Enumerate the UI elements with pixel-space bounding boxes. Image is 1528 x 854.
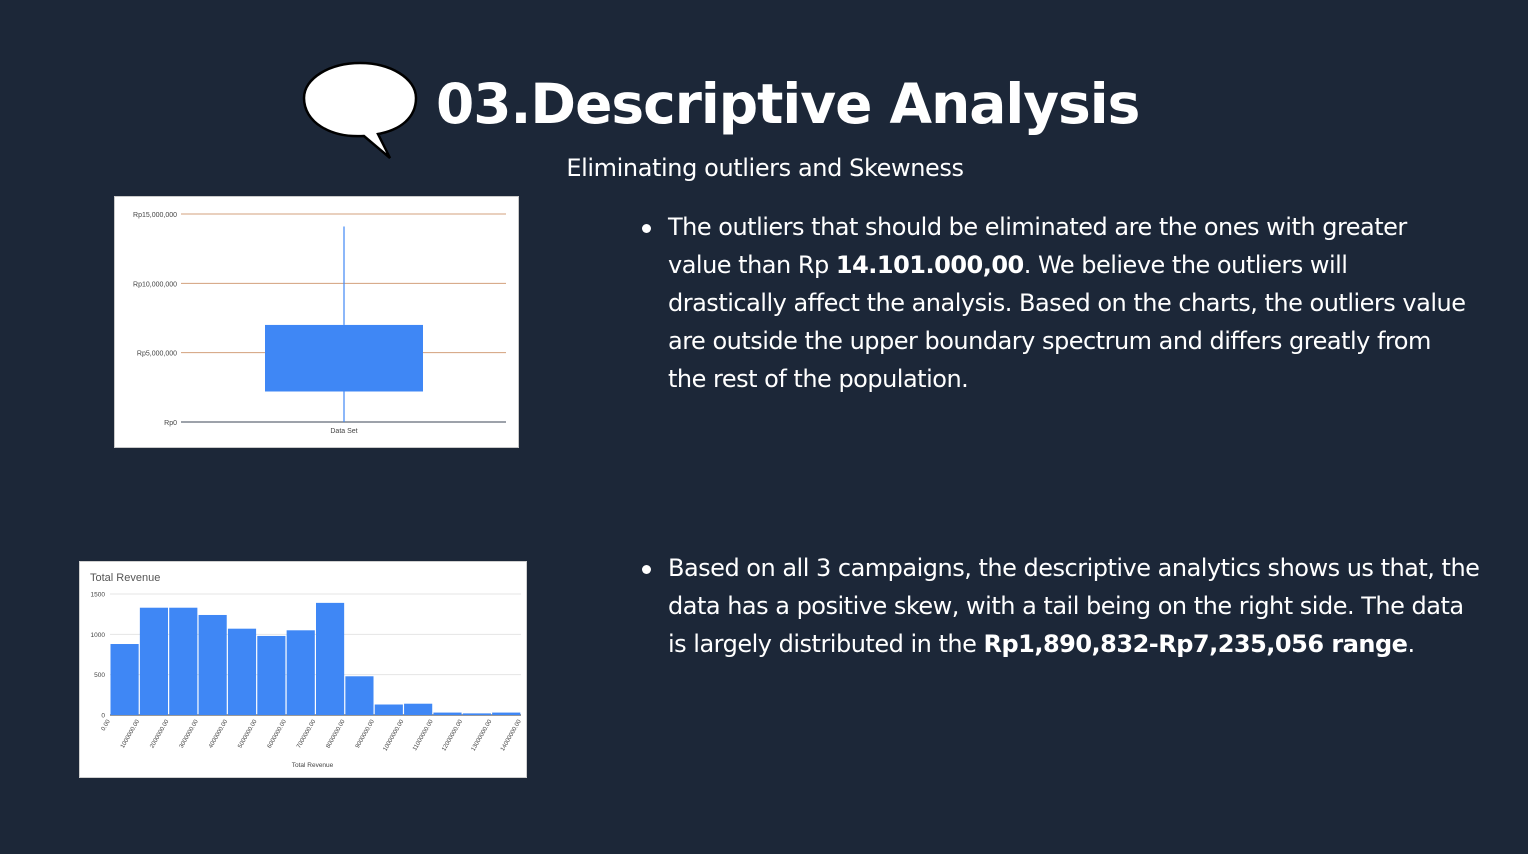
bullet-highlight-range: Rp1,890,832-Rp7,235,056 range [983,630,1408,658]
x-tick-label: 7000000.00 [296,718,317,749]
y-tick-label: 0 [101,713,105,720]
bullet-item-skewness: Based on all 3 campaigns, the descriptiv… [638,549,1488,663]
histogram-bar [198,614,227,715]
histogram-chart: Total Revenue 0 500 1000 1500 0.00 1000000.00 2… [90,572,523,769]
histogram-bar [433,712,462,715]
x-tick-label: 14000000.00 [500,718,523,752]
x-tick-label: Data Set [330,428,357,435]
bullet-highlight-value: 14.101.000,00 [835,251,1024,279]
x-tick-label: 10000000.00 [383,718,406,752]
bullet-text: . We believe the outliers will drastical… [668,251,1466,393]
x-axis-label: Total Revenue [292,762,334,769]
histogram-bar [227,628,257,715]
histogram-bar [316,602,345,715]
bullet-list-skewness: Based on all 3 campaigns, the descriptiv… [638,549,1488,663]
histogram-bar [404,703,433,715]
box-iqr [265,324,423,392]
x-tick-label: 6000000.00 [267,718,288,749]
box-plot-chart: Rp0 Rp5,000,000 Rp10,000,000 Rp15,000,000 Da… [133,212,506,435]
histogram-bar [345,676,374,715]
bullet-list-outliers: The outliers that should be eliminated a… [638,208,1468,398]
x-tick-label: 3000000.00 [179,718,200,749]
x-tick-label: 5000000.00 [237,718,258,749]
x-tick-label: 8000000.00 [326,718,347,749]
bullet-text: Based on all 3 campaigns, the descriptiv… [668,554,1480,658]
page-title: 03.Descriptive Analysis [436,72,1140,136]
y-tick-label: 500 [94,672,105,679]
box-plot-panel: Rp0 Rp5,000,000 Rp10,000,000 Rp15,000,000 Da… [114,196,519,448]
x-tick-label: 0.00 [101,718,112,732]
histogram-panel: Total Revenue 0 500 1000 1500 0.00 1000000.00 2… [79,561,527,778]
speech-bubble-icon [302,61,418,159]
x-tick-label: 12000000.00 [441,718,464,752]
histogram-bar [169,607,198,715]
chart-title: Total Revenue [90,572,160,584]
bullet-item-outliers: The outliers that should be eliminated a… [638,208,1468,398]
x-tick-label: 11000000.00 [412,718,435,752]
bullet-text: The outliers that should be eliminated a… [668,213,1407,279]
y-tick-label: Rp15,000,000 [133,212,177,219]
bullet-text: . [1407,630,1415,658]
x-tick-label: 2000000.00 [149,718,170,749]
x-tick-label: 1000000.00 [120,718,141,749]
x-tick-label: 13000000.00 [471,718,494,752]
histogram-bar [110,644,139,715]
x-tick-label: 4000000.00 [208,718,229,749]
page-subtitle: Eliminating outliers and Skewness [566,154,964,182]
y-tick-label: Rp0 [164,420,177,427]
histogram-bar [374,704,403,715]
x-tick-label: 9000000.00 [355,718,376,749]
histogram-bar [462,713,491,715]
y-tick-label: Rp10,000,000 [133,281,177,288]
histogram-bar [492,712,521,715]
y-tick-label: 1500 [91,592,106,599]
histogram-bar [257,635,286,715]
y-tick-label: 1000 [91,632,106,639]
histogram-bar [286,630,315,715]
histogram-bar [139,607,169,715]
y-tick-label: Rp5,000,000 [137,351,177,358]
